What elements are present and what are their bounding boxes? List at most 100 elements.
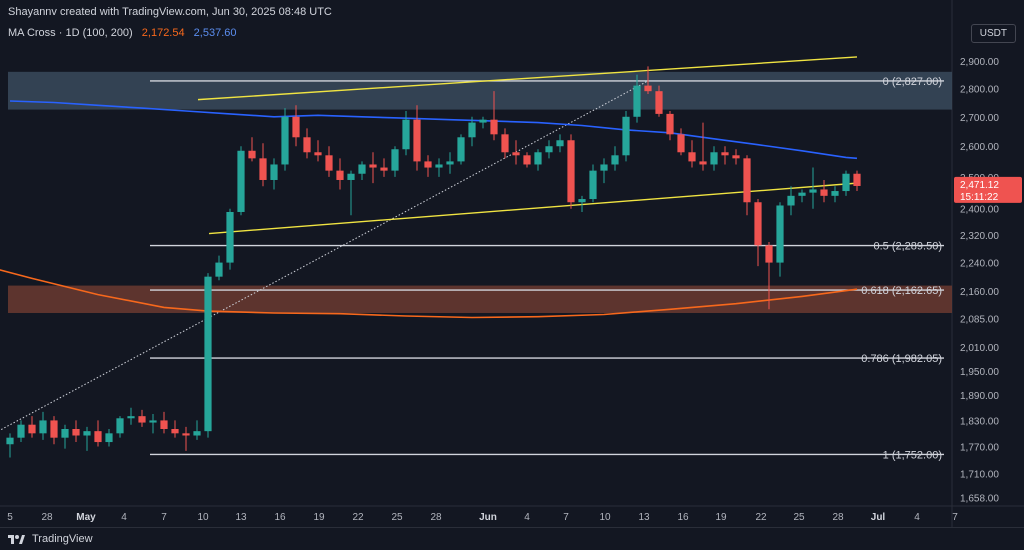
candle-body [314,152,322,156]
candle-body [259,158,267,180]
candle-body [336,170,344,180]
ma100-value: 2,172.54 [141,27,185,39]
candle-body [710,152,718,165]
candle-body [721,152,729,156]
brand-name: TradingView [32,533,93,545]
fib-label: 0 (2,827.00) [883,76,942,88]
candle-body [677,134,685,153]
y-tick-label: 2,240.00 [960,259,999,270]
candle-body [831,191,839,196]
x-tick-label: May [76,512,96,523]
candle-body [842,173,850,192]
fib-label: 0.618 (2,162.65) [861,285,942,297]
y-tick-label: 1,950.00 [960,367,999,378]
candle-body [468,122,476,138]
candle-body [644,85,652,92]
x-tick-label: 7 [952,512,958,523]
candle-body [83,431,91,436]
indicator-legend[interactable]: MA Cross · 1D (100, 200) 2,172.54 2,537.… [8,27,243,39]
candle-body [809,189,817,193]
x-tick-label: 28 [832,512,844,523]
candle-body [138,416,146,423]
candle-body [534,152,542,165]
fib-label: 1 (1,752.00) [883,449,942,461]
x-tick-label: 22 [352,512,364,523]
candle-body [105,433,113,443]
x-tick-label: 28 [41,512,53,523]
candle-body [39,420,47,434]
candle-body [6,437,14,445]
y-tick-label: 2,700.00 [960,113,999,124]
x-tick-label: 19 [715,512,727,523]
currency-badge[interactable]: USDT [970,24,1016,43]
x-tick-label: 16 [274,512,286,523]
candle-body [325,155,333,171]
last-price-label: 2,471.12 [960,180,999,191]
fib-anchor-line [0,80,649,431]
candle-body [28,424,36,434]
x-tick-label: 4 [524,512,530,523]
candle-body [281,116,289,165]
candle-body [369,164,377,168]
candle-body [512,152,520,156]
candle-body [853,173,861,186]
y-tick-label: 2,320.00 [960,231,999,242]
candle-body [688,152,696,162]
y-tick-label: 1,770.00 [960,442,999,453]
candle-body [523,155,531,165]
candle-body [457,137,465,162]
publisher-text: Shayannv created with TradingView.com, J… [8,6,332,18]
candle-body [435,164,443,168]
candle-body [171,428,179,434]
y-tick-label: 2,010.00 [960,343,999,354]
candle-body [765,245,773,263]
candle-body [358,164,366,174]
x-tick-label: 7 [563,512,569,523]
candle-body [237,150,245,212]
candle-body [182,433,190,436]
candle-body [413,119,421,162]
candle-body [292,116,300,138]
candle-body [248,150,256,159]
candle-body [424,161,432,168]
candle-body [127,416,135,419]
y-tick-label: 2,600.00 [960,142,999,153]
candle-body [149,420,157,423]
candle-body [567,140,575,203]
x-tick-label: 22 [755,512,767,523]
x-tick-label: 16 [677,512,689,523]
candle-body [732,155,740,159]
x-tick-label: Jun [479,512,497,523]
candle-body [754,202,762,246]
candle-body [600,164,608,171]
candle-body [215,262,223,277]
candle-body [204,276,212,432]
candle-body [17,424,25,438]
candle-body [820,189,828,196]
y-tick-label: 2,085.00 [960,315,999,326]
candle-body [94,431,102,443]
candle-body [50,420,58,438]
y-tick-label: 2,900.00 [960,57,999,68]
candle-body [380,167,388,171]
candle-body [787,195,795,206]
candle-body [633,85,641,117]
x-tick-label: 10 [197,512,209,523]
candle-body [545,146,553,153]
candle-body [270,164,278,180]
candle-body [61,428,69,438]
candle-body [798,192,806,196]
y-tick-label: 2,800.00 [960,84,999,95]
footer-bar: TradingView [0,527,1024,550]
chart-header: Shayannv created with TradingView.com, J… [8,6,332,18]
candle-body [226,211,234,263]
candle-body [622,116,630,156]
fib-label: 0.5 (2,289.50) [874,241,943,253]
supply-zone [8,71,952,110]
upper-channel-trendline [197,56,858,101]
candle-body [193,431,201,436]
candle-body [578,199,586,203]
last-price-tag [954,176,1022,203]
